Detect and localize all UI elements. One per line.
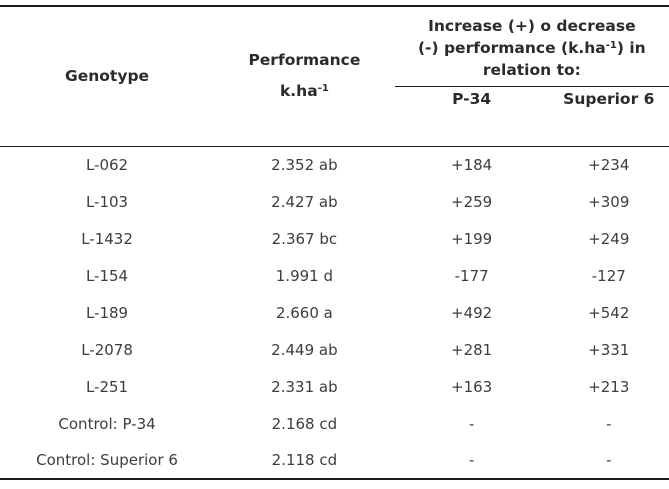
cell-genotype: L-1432 [81, 229, 133, 248]
cell-genotype: Control: P-34 [58, 414, 156, 433]
performance-label: Performance [248, 51, 361, 70]
cell-genotype: L-103 [85, 192, 129, 211]
cell-p34: +259 [451, 192, 493, 211]
genotype-performance-table: Genotype Performance k.ha-1 Increase (+)… [0, 5, 669, 480]
cell-superior6: +542 [588, 303, 630, 322]
cell-p34: -177 [454, 266, 489, 285]
cell-superior6: +234 [588, 155, 630, 174]
col-header-superior6: Superior 6 [548, 86, 669, 147]
cell-p34: +163 [451, 377, 493, 396]
cell-performance: 2.331 ab [271, 377, 338, 396]
cell-performance: 2.660 a [275, 303, 333, 322]
cell-superior6: -127 [591, 266, 626, 285]
cell-performance: 1.991 d [275, 266, 333, 285]
cell-p34: - [468, 451, 475, 469]
cell-superior6: +249 [588, 229, 630, 248]
cell-superior6: +309 [588, 192, 630, 211]
superscript-minus-one: -1 [605, 39, 617, 51]
cell-performance: 2.427 ab [271, 192, 338, 211]
cell-p34: +184 [451, 155, 493, 174]
cell-superior6: +213 [588, 377, 630, 396]
table-row: Control: P-34 2.168 cd - - [0, 405, 669, 442]
table-row: L-251 2.331 ab +163 +213 [0, 368, 669, 405]
delta-line3: relation to: [482, 61, 581, 79]
delta-line1: Increase (+) o decrease [428, 17, 636, 35]
col-header-performance: Performance k.ha-1 [214, 6, 395, 147]
table-row: Control: Superior 6 2.118 cd - - [0, 442, 669, 479]
col-header-genotype: Genotype [0, 6, 215, 147]
cell-genotype: L-154 [85, 266, 129, 285]
delta-line2: (-) performance (k.ha-1) in [417, 39, 646, 57]
cell-performance: 2.168 cd [271, 414, 338, 433]
table-row: L-062 2.352 ab +184 +234 [0, 146, 669, 183]
cell-genotype: L-2078 [81, 340, 133, 359]
cell-performance: 2.449 ab [271, 340, 338, 359]
cell-performance: 2.352 ab [271, 155, 338, 174]
table-body: L-062 2.352 ab +184 +234 L-103 2.427 ab … [0, 146, 669, 479]
table-row: L-2078 2.449 ab +281 +331 [0, 331, 669, 368]
table-row: L-189 2.660 a +492 +542 [0, 294, 669, 331]
cell-superior6: - [606, 414, 612, 433]
cell-genotype: L-189 [85, 303, 129, 322]
cell-p34: +199 [451, 229, 493, 248]
superscript-minus-one: -1 [317, 82, 329, 94]
cell-p34: +492 [451, 303, 493, 322]
table-row: L-103 2.427 ab +259 +309 [0, 183, 669, 220]
cell-genotype: L-062 [85, 155, 129, 174]
col-header-p34: P-34 [394, 86, 549, 147]
performance-unit: k.ha-1 [279, 82, 329, 101]
cell-genotype: Control: Superior 6 [36, 451, 178, 469]
table-header: Genotype Performance k.ha-1 Increase (+)… [0, 6, 669, 147]
cell-superior6: - [606, 451, 612, 469]
col-header-delta: Increase (+) o decrease (-) performance … [394, 6, 669, 87]
cell-superior6: +331 [588, 340, 630, 359]
cell-performance: 2.367 bc [271, 229, 338, 248]
table-row: L-1432 2.367 bc +199 +249 [0, 220, 669, 257]
cell-genotype: L-251 [85, 377, 129, 396]
table-row: L-154 1.991 d -177 -127 [0, 257, 669, 294]
cell-p34: - [468, 414, 475, 433]
cell-p34: +281 [451, 340, 493, 359]
cell-performance: 2.118 cd [271, 451, 338, 469]
